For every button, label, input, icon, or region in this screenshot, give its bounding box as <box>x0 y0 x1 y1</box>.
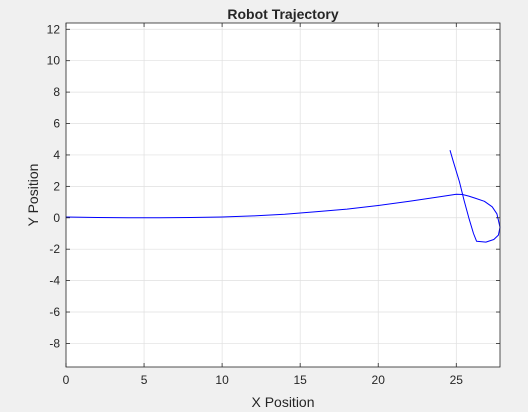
y-axis-label: Y Position <box>25 164 41 227</box>
x-tick-label: 20 <box>372 373 386 387</box>
y-tick-label: 10 <box>47 54 61 68</box>
y-tick-label: 0 <box>53 211 60 225</box>
chart-title: Robot Trajectory <box>227 6 338 22</box>
x-tick-label: 5 <box>141 373 148 387</box>
y-tick-label: -2 <box>49 242 60 256</box>
x-tick-label: 0 <box>63 373 70 387</box>
y-tick-label: 4 <box>53 148 60 162</box>
x-tick-label: 25 <box>450 373 464 387</box>
plot-area <box>66 23 500 367</box>
y-tick-label: 2 <box>53 179 60 193</box>
x-tick-label: 10 <box>215 373 229 387</box>
y-tick-label: -8 <box>49 336 60 350</box>
x-axis-label: X Position <box>251 394 314 410</box>
y-tick-label: -4 <box>49 274 60 288</box>
y-tick-label: 8 <box>53 85 60 99</box>
y-tick-label: 6 <box>53 117 60 131</box>
x-tick-label: 15 <box>293 373 307 387</box>
y-tick-label: -6 <box>49 305 60 319</box>
y-tick-label: 12 <box>47 22 61 36</box>
